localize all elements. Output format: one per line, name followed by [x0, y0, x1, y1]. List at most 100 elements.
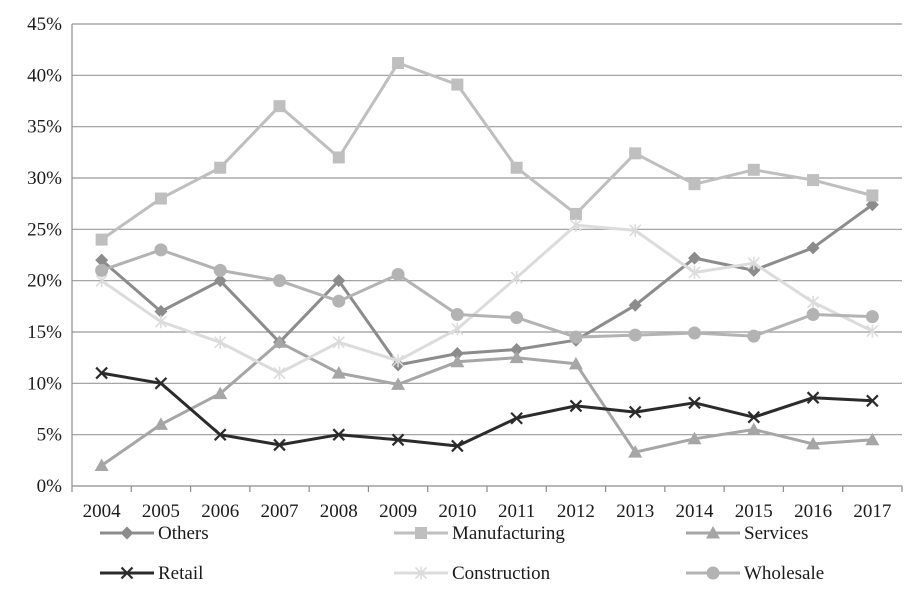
data-point-retail	[451, 439, 464, 453]
data-point-manufacturing	[510, 161, 523, 174]
data-point-wholesale	[688, 326, 701, 340]
series-others	[95, 198, 879, 372]
data-point-construction	[392, 354, 405, 368]
data-point-construction	[688, 265, 701, 279]
x-tick-label: 2017	[853, 501, 891, 522]
data-point-services	[865, 432, 880, 446]
data-point-retail	[273, 438, 286, 452]
y-tick-label: 0%	[37, 476, 63, 497]
data-point-wholesale	[154, 243, 168, 257]
data-point-others	[688, 251, 701, 265]
data-point-retail	[95, 366, 108, 380]
data-point-manufacturing	[807, 174, 820, 187]
data-point-others	[154, 304, 168, 318]
data-point-services	[628, 445, 643, 458]
data-point-retail	[688, 396, 701, 410]
data-point-manufacturing	[273, 100, 286, 113]
data-point-services	[746, 422, 761, 436]
data-point-retail	[628, 405, 642, 419]
x-tick-label: 2015	[735, 501, 773, 522]
legend-label-wholesale: Wholesale	[744, 563, 824, 584]
x-tick-label: 2004	[83, 501, 122, 522]
data-point-wholesale	[213, 263, 227, 277]
y-tick-label: 5%	[37, 425, 63, 446]
data-point-construction	[273, 366, 286, 380]
data-point-retail	[569, 399, 583, 413]
x-tick-label: 2013	[616, 501, 654, 522]
legend-label-others: Others	[158, 523, 209, 544]
legend-label-manufacturing: Manufacturing	[452, 523, 565, 544]
data-point-services	[450, 354, 465, 368]
data-point-retail	[154, 377, 168, 390]
legend-item-others: Others	[100, 523, 209, 544]
x-tick-label: 2007	[261, 501, 299, 522]
gridlines	[72, 23, 902, 436]
legend-item-retail: Retail	[100, 563, 203, 584]
series-line-manufacturing	[100, 61, 873, 241]
data-point-others	[450, 347, 464, 361]
legend-item-wholesale: Wholesale	[686, 563, 824, 584]
series-line-construction	[100, 223, 874, 375]
legend-marker-services	[706, 526, 720, 539]
data-point-wholesale	[332, 294, 346, 308]
legend-marker-construction	[414, 566, 428, 580]
data-point-services	[568, 356, 583, 370]
data-point-construction	[866, 324, 879, 338]
series-line-wholesale	[101, 248, 873, 339]
y-axis-tick-labels: 0% 5% 10% 15% 20% 25% 30% 35% 40% 45%	[27, 14, 62, 497]
legend-item-services: Services	[686, 523, 808, 544]
legend-item-manufacturing: Manufacturing	[394, 523, 565, 544]
data-point-wholesale	[747, 329, 761, 343]
series-lines	[94, 57, 880, 471]
data-point-manufacturing	[747, 163, 760, 176]
data-point-others	[628, 298, 642, 312]
x-tick-label: 2016	[794, 501, 832, 522]
data-point-wholesale	[450, 308, 464, 322]
data-point-manufacturing	[214, 161, 227, 174]
data-point-manufacturing	[392, 57, 405, 70]
data-point-manufacturing	[154, 192, 167, 205]
series-services	[94, 335, 880, 471]
x-tick-label: 2006	[201, 501, 239, 522]
y-tick-label: 20%	[27, 271, 62, 292]
y-tick-label: 10%	[27, 373, 62, 394]
data-point-services	[94, 458, 109, 471]
x-tick-label: 2010	[438, 501, 476, 522]
legend-marker-manufacturing	[415, 527, 427, 539]
data-point-retail	[332, 428, 346, 441]
x-tick-label: 2011	[498, 501, 535, 522]
y-tick-label: 30%	[27, 168, 62, 189]
data-point-manufacturing	[569, 207, 582, 220]
legend-label-services: Services	[744, 523, 808, 544]
data-point-construction	[747, 256, 760, 270]
data-point-others	[213, 274, 227, 288]
data-point-retail	[213, 428, 227, 441]
data-point-services	[272, 335, 287, 348]
data-point-wholesale	[391, 268, 405, 282]
data-point-wholesale	[569, 330, 583, 344]
y-tick-label: 15%	[27, 322, 62, 343]
y-tick-label: 45%	[27, 14, 62, 35]
data-point-services	[687, 431, 702, 445]
data-point-others	[95, 253, 109, 267]
data-point-wholesale	[628, 328, 642, 342]
data-point-services	[509, 350, 524, 364]
x-axis-tick-labels: 2004 2005 2006 2007 2008 2009 2010 2011 2012 2013…	[83, 501, 892, 522]
series-manufacturing	[95, 57, 879, 246]
data-point-wholesale	[806, 308, 820, 322]
data-point-construction	[629, 223, 642, 237]
data-point-manufacturing	[629, 147, 642, 160]
x-tick-label: 2012	[557, 501, 595, 522]
data-point-wholesale	[510, 311, 524, 325]
legend-marker-others	[120, 526, 134, 540]
data-point-services	[331, 366, 346, 379]
data-point-wholesale	[95, 263, 109, 277]
data-point-services	[391, 377, 406, 390]
series-line-services	[100, 340, 873, 467]
series-line-others	[100, 203, 874, 367]
data-point-services	[153, 417, 168, 430]
series-wholesale	[95, 243, 879, 344]
data-point-others	[332, 274, 346, 288]
data-point-manufacturing	[688, 178, 701, 191]
